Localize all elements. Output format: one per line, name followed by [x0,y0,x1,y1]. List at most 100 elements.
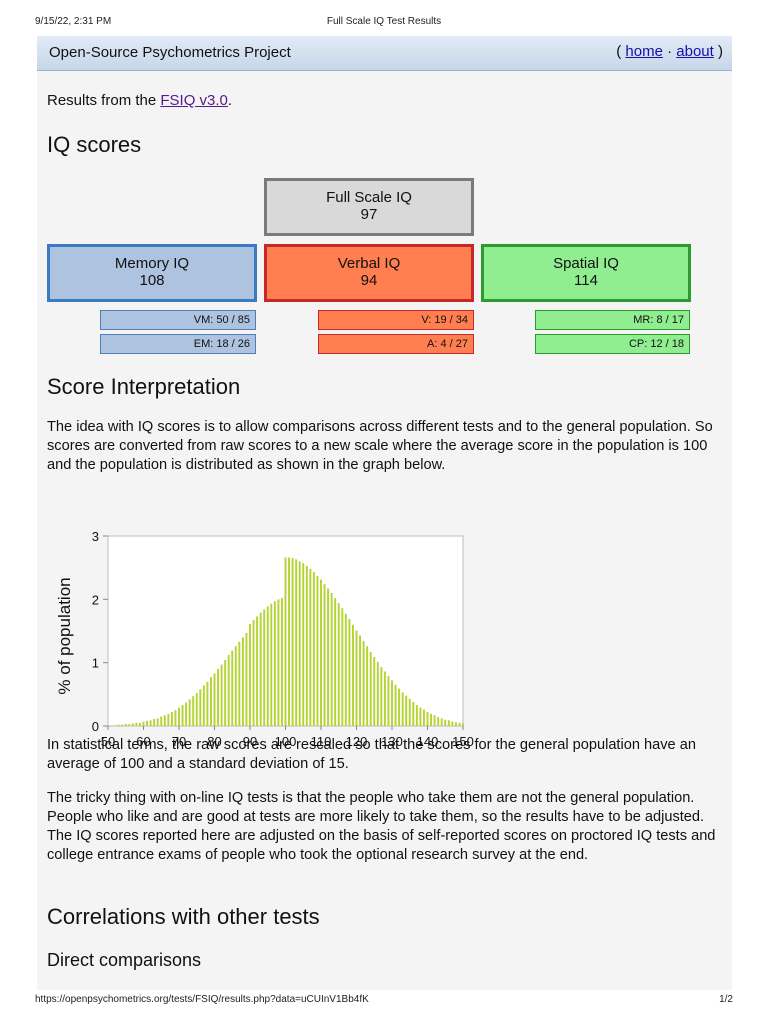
mr-subscore: MR: 8 / 17 [535,310,690,330]
bar-140 [426,712,429,726]
bar-88 [241,637,244,726]
bar-85 [231,650,234,726]
bar-128 [383,671,386,726]
bar-144 [440,718,443,726]
spatial-iq-box: Spatial IQ 114 [481,244,691,302]
x-tick-label-80: 80 [207,734,221,749]
x-tick-label-70: 70 [172,734,186,749]
bar-95 [266,606,269,726]
bar-90 [249,624,251,726]
bar-137 [415,705,418,726]
bar-132 [398,688,401,726]
bar-81 [217,669,220,726]
fsiq-link[interactable]: FSIQ v3.0 [160,92,228,109]
about-link[interactable]: about [676,43,714,60]
bar-52 [114,725,117,726]
correlations-heading: Correlations with other tests [47,904,320,929]
bar-126 [376,662,379,726]
plot-area: 0 1 2 3 50 60 70 80 90 100 110 120 130 140 150 [92,529,474,749]
y-axis-label: % of population [55,577,74,694]
bar-74 [192,696,195,726]
bar-109 [316,575,319,726]
y-tick-label-1: 1 [92,656,99,671]
bar-61 [146,720,149,726]
y-tick-label-3: 3 [92,529,99,544]
bar-150 [462,723,464,726]
bar-57 [131,723,134,726]
spatial-iq-value: 114 [574,272,598,289]
bar-64 [156,718,159,726]
bar-147 [451,721,454,726]
bar-114 [334,598,337,726]
memory-iq-value: 108 [139,272,165,289]
bar-107 [309,568,312,726]
bar-105 [302,563,305,726]
bar-138 [419,707,422,726]
bar-72 [185,702,188,726]
bar-123 [366,646,369,726]
x-tick-label-140: 140 [417,734,439,749]
a-subscore: A: 4 / 27 [318,334,474,354]
print-page-number: 1/2 [719,994,733,1005]
interpretation-paragraph-3: The tricky thing with on-line IQ tests i… [47,790,716,863]
bar-73 [188,699,191,726]
iq-scores-heading: IQ scores [47,132,142,157]
bar-53 [117,724,120,726]
cp-subscore: CP: 12 / 18 [535,334,690,354]
bar-86 [234,646,237,726]
bar-55 [124,724,127,726]
home-link[interactable]: home [625,43,663,60]
bar-131 [394,684,397,726]
bar-130 [391,680,393,726]
v-subscore: V: 19 / 34 [318,310,474,330]
bar-66 [163,715,166,726]
score-interpretation-heading: Score Interpretation [47,374,241,399]
bar-133 [401,692,404,726]
bar-127 [380,667,383,726]
verbal-iq-box: Verbal IQ 94 [264,244,474,302]
full-scale-iq-label: Full Scale IQ [326,189,412,206]
bar-113 [330,593,333,726]
bar-96 [270,603,273,726]
bar-125 [373,656,376,726]
bar-103 [295,559,298,726]
bar-143 [437,717,440,726]
x-tick-label-120: 120 [346,734,368,749]
interpretation-paragraph-1: The idea with IQ scores is to allow comp… [47,419,713,473]
bar-58 [135,722,138,726]
bar-91 [252,620,255,726]
page-frame: Open-Source Psychometrics Project ( home… [37,36,732,990]
bar-122 [362,641,365,726]
intro-suffix: . [227,92,233,109]
bar-60 [142,721,145,726]
vm-subscore: VM: 50 / 85 [100,310,256,330]
memory-iq-box: Memory IQ 108 [47,244,257,302]
x-tick-label-90: 90 [243,734,257,749]
verbal-iq-label: Verbal IQ [337,255,401,272]
print-url: https://openpsychometrics.org/tests/FSIQ… [35,994,369,1005]
nav-close-paren: ) [713,43,723,60]
bar-141 [430,713,433,726]
bar-87 [238,641,241,726]
bar-62 [149,720,152,726]
bar-68 [170,712,173,726]
bar-76 [199,689,202,726]
bar-79 [209,677,212,726]
iq-distribution-chart: % of population 0 1 2 3 50 60 70 80 90 100 110 120 1… [47,526,487,760]
y-tick-label-2: 2 [92,592,99,607]
x-tick-label-60: 60 [136,734,150,749]
nav-open-paren: ( [616,43,626,60]
bar-65 [160,716,163,726]
bar-102 [291,558,294,726]
bar-148 [454,722,457,726]
x-tick-label-150: 150 [452,734,474,749]
bar-99 [280,598,283,726]
bar-136 [412,701,415,726]
bar-80 [213,673,216,726]
bar-93 [259,612,262,726]
site-nav: ( home · about ) [616,43,723,60]
bar-121 [359,635,362,726]
site-header-bar: Open-Source Psychometrics Project ( home… [37,36,732,71]
bar-100 [284,557,287,726]
bar-71 [181,705,184,726]
